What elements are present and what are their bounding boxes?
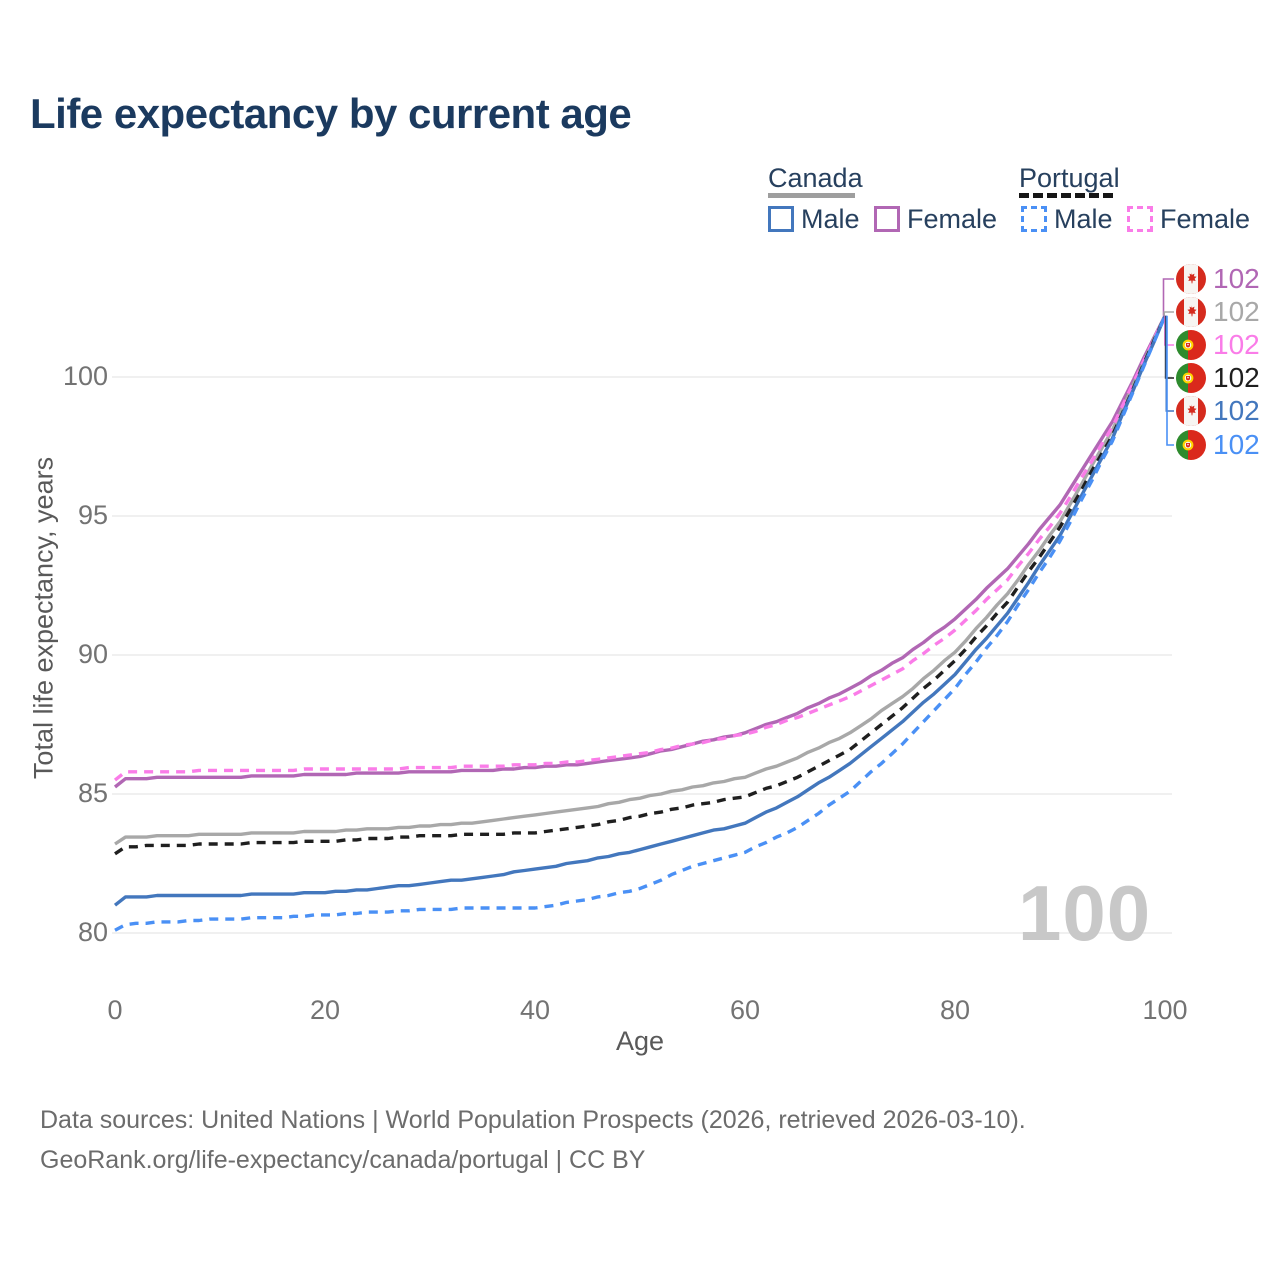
canada-flag-icon — [1176, 297, 1206, 327]
canada-flag-icon — [1176, 264, 1206, 294]
y-tick-100: 100 — [62, 360, 108, 391]
x-tick-40: 40 — [519, 995, 551, 1025]
end-connector — [1166, 315, 1174, 446]
legend-item-label: Male — [1054, 203, 1113, 234]
legend-item-label: Male — [801, 203, 860, 234]
end-label-portugal-female: 102 — [1176, 330, 1260, 360]
x-tick-60: 60 — [729, 995, 761, 1025]
end-value: 102 — [1213, 296, 1260, 327]
x-tick-80: 80 — [939, 995, 971, 1025]
end-value: 102 — [1213, 362, 1260, 393]
canada-male-swatch — [768, 206, 794, 232]
series-lines — [113, 315, 1167, 932]
canada-flag-icon — [1176, 396, 1206, 426]
end-label-canada-male: 102 — [1176, 396, 1260, 426]
portugal-flag-icon — [1176, 330, 1206, 360]
legend-item-label: Female — [1160, 203, 1251, 234]
data-sources-line: Data sources: United Nations | World Pop… — [40, 1106, 1026, 1134]
y-tick-95: 95 — [77, 499, 108, 530]
end-value: 102 — [1213, 329, 1260, 360]
end-connector — [1163, 311, 1174, 316]
series-line-canada-female[interactable] — [113, 315, 1167, 789]
series-line-portugal-male[interactable] — [114, 315, 1167, 932]
legend-item-label: Female — [907, 203, 998, 234]
end-connector-lines — [1162, 278, 1174, 446]
x-axis-title: Age — [615, 1026, 665, 1056]
y-tick-90: 90 — [77, 638, 108, 669]
end-label-portugal-male: 102 — [1176, 430, 1260, 460]
end-value: 102 — [1213, 429, 1260, 460]
series-line-portugal-both-sexes[interactable] — [114, 315, 1167, 856]
portugal-flag-icon — [1176, 363, 1206, 393]
portugal-flag-icon — [1176, 430, 1206, 460]
legend-canada-label: Canada — [768, 163, 863, 193]
x-tick-0: 0 — [107, 995, 123, 1025]
series-line-canada-male[interactable] — [113, 315, 1167, 907]
x-tick-20: 20 — [309, 995, 341, 1025]
legend-item-portugal-female[interactable]: Female — [1127, 203, 1251, 234]
canada-solid-line-swatch — [768, 193, 855, 198]
age-watermark: 100 — [1018, 869, 1152, 957]
canada-female-swatch — [874, 206, 900, 232]
portugal-dashed-line-swatch — [1019, 193, 1113, 198]
portugal-female-swatch — [1127, 206, 1153, 232]
y-axis-title: Total life expectancy, years — [28, 456, 59, 780]
end-label-portugal-both: 102 — [1176, 363, 1260, 393]
end-value: 102 — [1213, 263, 1260, 294]
end-connector — [1162, 278, 1174, 316]
legend-item-canada-female[interactable]: Female — [874, 203, 998, 234]
series-line-canada-both-sexes[interactable] — [114, 315, 1167, 846]
y-tick-85: 85 — [77, 777, 108, 808]
y-tick-80: 80 — [77, 916, 108, 947]
end-value: 102 — [1213, 395, 1260, 426]
legend-item-canada-male[interactable]: Male — [768, 203, 860, 234]
legend-portugal-label: Portugal — [1019, 163, 1120, 193]
portugal-male-swatch — [1021, 206, 1047, 232]
gridlines — [112, 376, 1172, 934]
legend-item-portugal-male[interactable]: Male — [1021, 203, 1113, 234]
attribution-line: GeoRank.org/life-expectancy/canada/portu… — [40, 1146, 646, 1174]
series-line-portugal-female[interactable] — [113, 315, 1167, 782]
end-label-canada-female: 102 — [1176, 264, 1260, 294]
x-tick-100: 100 — [1142, 995, 1188, 1025]
page-title: Life expectancy by current age — [30, 90, 632, 137]
end-label-canada-both: 102 — [1176, 297, 1260, 327]
